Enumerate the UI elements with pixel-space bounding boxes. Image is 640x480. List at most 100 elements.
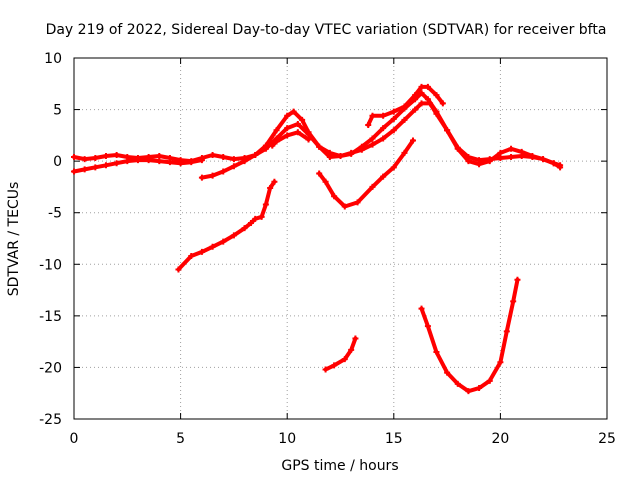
data-point — [369, 141, 376, 148]
data-point — [252, 215, 259, 222]
series-arc-5 — [365, 83, 446, 129]
data-series — [71, 83, 564, 395]
data-point — [81, 166, 88, 173]
data-point — [390, 164, 397, 171]
data-point — [348, 149, 355, 156]
data-point — [433, 110, 440, 117]
data-point — [230, 232, 237, 239]
series-arc-9 — [418, 276, 521, 395]
y-tick-label: -20 — [39, 360, 62, 376]
data-point — [486, 377, 493, 384]
x-tick-label: 15 — [385, 431, 403, 447]
data-point — [412, 106, 419, 113]
data-point — [380, 135, 387, 142]
data-point — [230, 156, 237, 163]
data-point — [271, 178, 278, 185]
y-tick-label: 5 — [53, 103, 62, 119]
data-point — [81, 156, 88, 163]
data-point — [102, 162, 109, 169]
data-point — [380, 125, 387, 132]
x-tick-label: 20 — [491, 431, 509, 447]
data-point — [175, 266, 182, 273]
data-point — [322, 178, 329, 185]
data-point — [454, 145, 461, 152]
data-point — [198, 174, 205, 181]
data-point — [284, 125, 291, 132]
data-point — [113, 160, 120, 167]
series-arc-3 — [198, 100, 564, 181]
data-point — [390, 108, 397, 115]
data-point — [92, 155, 99, 162]
data-point — [424, 96, 431, 103]
y-tick-label: -25 — [39, 412, 62, 428]
data-point — [188, 159, 195, 166]
data-point — [418, 305, 425, 312]
series-arc-6 — [175, 178, 278, 273]
data-point — [401, 149, 408, 156]
data-point — [316, 143, 323, 150]
series-line — [366, 84, 445, 127]
data-point — [220, 238, 227, 245]
data-point — [358, 146, 365, 153]
series-line — [317, 138, 415, 209]
data-point — [305, 136, 312, 143]
data-point — [177, 160, 184, 167]
data-point — [497, 149, 504, 156]
data-point — [166, 159, 173, 166]
data-point — [486, 158, 493, 165]
data-point — [424, 323, 431, 330]
data-point — [113, 151, 120, 158]
data-point — [529, 152, 536, 159]
x-tick-label: 25 — [598, 431, 616, 447]
data-point — [316, 170, 323, 177]
data-point — [269, 142, 276, 149]
series-arc-7 — [316, 137, 416, 210]
data-point — [476, 161, 483, 168]
data-point — [418, 90, 425, 97]
y-tick-label: -15 — [39, 309, 62, 325]
data-point — [92, 164, 99, 171]
data-point — [380, 173, 387, 180]
data-point — [433, 348, 440, 355]
y-tick-label: -5 — [48, 206, 62, 222]
data-point — [341, 356, 348, 363]
data-point — [290, 108, 297, 115]
x-tick-label: 10 — [278, 431, 296, 447]
data-point — [465, 388, 472, 395]
data-point — [497, 359, 504, 366]
x-axis-label: GPS time / hours — [281, 458, 398, 474]
data-point — [418, 100, 425, 107]
data-point — [267, 184, 274, 191]
data-point — [409, 137, 416, 144]
data-point — [102, 152, 109, 159]
data-point — [401, 116, 408, 123]
data-point — [497, 155, 504, 162]
data-point — [198, 157, 205, 164]
data-point — [294, 121, 301, 128]
data-point — [454, 380, 461, 387]
data-point — [299, 116, 306, 123]
series-arc-8 — [322, 335, 359, 373]
data-point — [439, 100, 446, 107]
data-point — [230, 163, 237, 170]
axes: 0 5 10 15 20 25 -25 -20 -15 -10 -5 0 5 10 — [39, 51, 616, 447]
data-point — [252, 151, 259, 158]
data-point — [337, 152, 344, 159]
data-point — [380, 112, 387, 119]
data-point — [508, 154, 515, 161]
data-point — [247, 220, 254, 227]
data-point — [369, 183, 376, 190]
data-point — [341, 203, 348, 210]
data-point — [352, 335, 359, 342]
data-point — [444, 369, 451, 376]
data-point — [390, 127, 397, 134]
data-point — [401, 103, 408, 110]
data-point — [294, 129, 301, 136]
data-point — [209, 151, 216, 158]
data-point — [503, 328, 510, 335]
data-point — [322, 366, 329, 373]
series-line — [419, 277, 520, 394]
data-point — [348, 346, 355, 353]
